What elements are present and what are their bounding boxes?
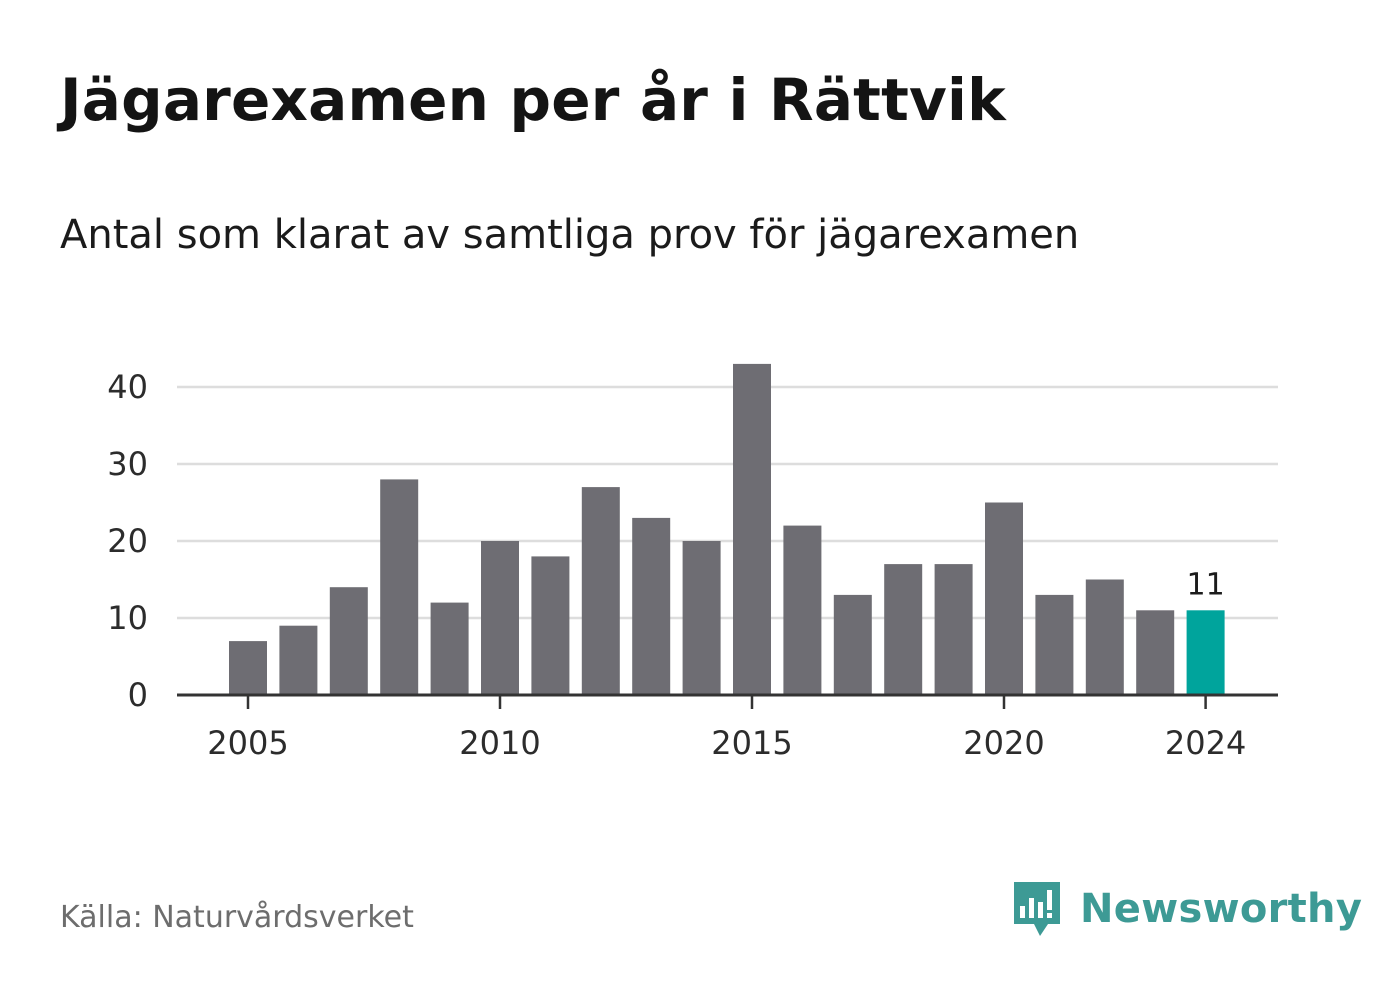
bar-2022 — [1085, 579, 1124, 695]
brand-name: Newsworthy — [1080, 886, 1363, 932]
bar-2020 — [985, 502, 1023, 695]
bar-chart: 0 10 20 30 40 2005 2010 2015 2020 2024 11 — [107, 363, 1278, 762]
source-note: Källa: Naturvårdsverket — [60, 900, 414, 935]
x-tick-label: 2020 — [963, 724, 1044, 762]
bar-2016 — [783, 525, 822, 695]
bar-2007 — [329, 587, 368, 695]
y-tick-label: 10 — [107, 599, 148, 637]
bar-2018 — [884, 564, 923, 695]
bar-2008 — [380, 479, 419, 695]
x-tick-label: 2015 — [711, 724, 792, 762]
bar-2006 — [279, 625, 318, 695]
bar-2021 — [1035, 594, 1074, 695]
bar-2005 — [229, 641, 267, 695]
y-tick-label: 20 — [107, 522, 148, 560]
bar-2010 — [481, 541, 519, 695]
bar-2019 — [934, 564, 973, 695]
value-labels: 11 — [1187, 567, 1225, 602]
x-tick-label: 2010 — [459, 724, 540, 762]
x-tick-label: 2005 — [207, 724, 288, 762]
bar-2012 — [581, 487, 620, 695]
bar-2015 — [733, 363, 771, 695]
bar-2024 — [1186, 610, 1225, 695]
y-axis-labels: 0 10 20 30 40 — [107, 368, 148, 714]
y-tick-label: 40 — [107, 368, 148, 406]
x-axis: 2005 2010 2015 2020 2024 — [177, 693, 1278, 762]
bar-2014 — [682, 541, 721, 695]
bar-2011 — [531, 556, 570, 695]
bar-2017 — [833, 594, 872, 695]
x-tick-label: 2024 — [1165, 724, 1246, 762]
newsworthy-logo[interactable]: Newsworthy — [1010, 878, 1362, 940]
chart-title: Jägarexamen per år i Rättvik — [60, 66, 1006, 134]
newsworthy-logo-icon — [1014, 882, 1060, 936]
bars — [229, 363, 1225, 695]
y-tick-label: 0 — [128, 676, 148, 714]
y-tick-label: 30 — [107, 445, 148, 483]
bar-2023 — [1136, 610, 1175, 695]
chart-subtitle: Antal som klarat av samtliga prov för jä… — [60, 212, 1080, 258]
bar-2013 — [632, 517, 671, 695]
bar-2009 — [430, 602, 469, 695]
highlight-value-label: 11 — [1187, 567, 1225, 602]
